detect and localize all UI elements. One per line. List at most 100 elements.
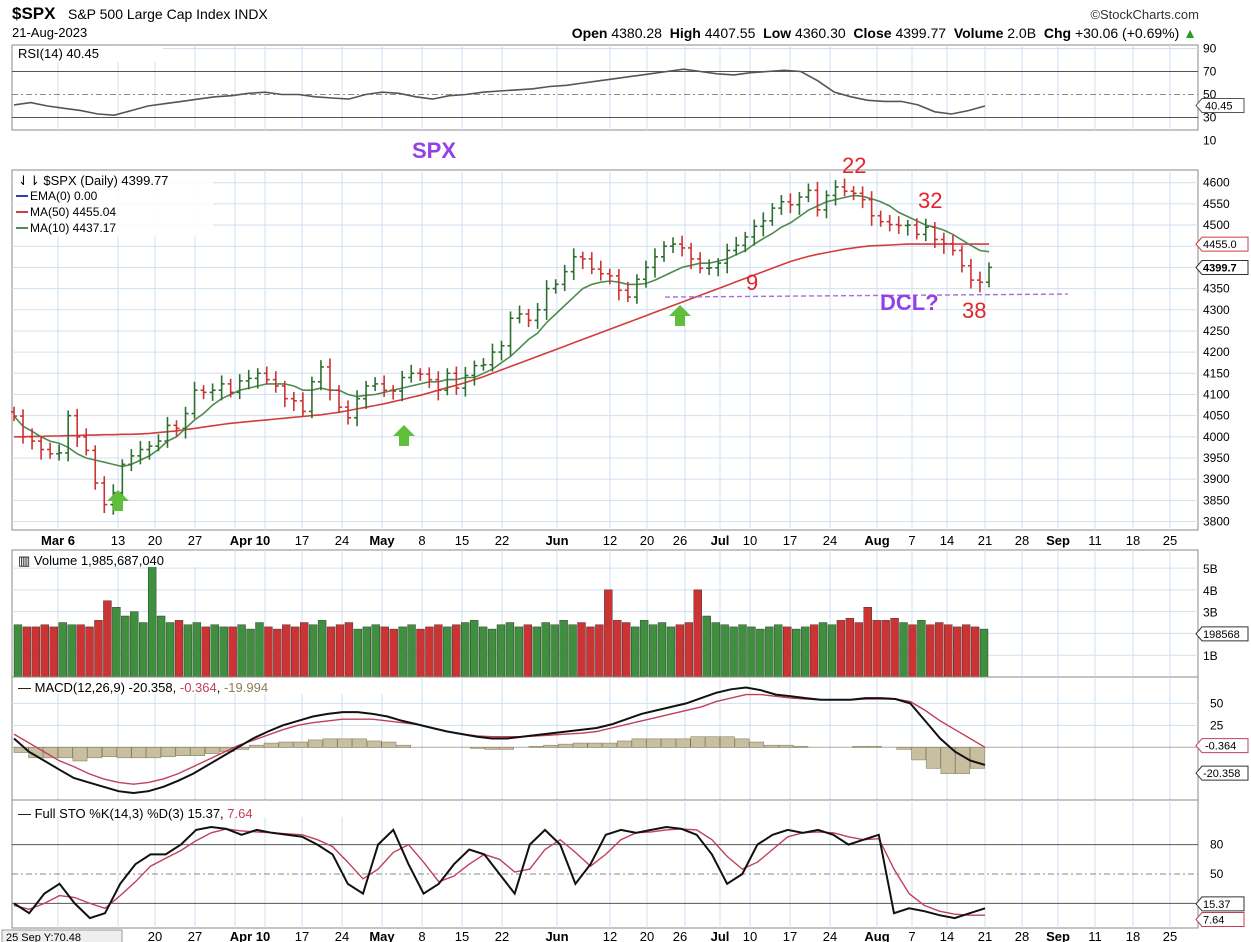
- macd-hist-bar: [528, 745, 544, 748]
- price-bar: [191, 381, 198, 419]
- price-bar: [29, 428, 36, 450]
- volume-bar: [765, 626, 774, 678]
- volume-bar: [917, 620, 926, 678]
- ma50-last-tag: [1195, 236, 1249, 252]
- bottom-x-tick-label: 8: [418, 929, 425, 942]
- volume-y-tick-label: 3B: [1203, 606, 1218, 620]
- price-y-tick-label: 4500: [1203, 218, 1230, 232]
- price-bar: [200, 385, 207, 400]
- volume-bar: [31, 626, 41, 678]
- volume-bar: [729, 626, 738, 678]
- sto-panel-frame: [11, 799, 1199, 929]
- macd-hist-bar: [631, 738, 647, 748]
- macd-hist-bar: [896, 747, 912, 750]
- x-tick-label: Jul: [711, 533, 730, 548]
- volume-bar: [147, 563, 157, 678]
- price-bar: [597, 260, 604, 281]
- macd-hist-bar: [307, 739, 323, 748]
- price-bar: [453, 366, 460, 395]
- volume-bar: [40, 624, 49, 678]
- rsi-title: RSI(14) 40.45: [18, 46, 99, 61]
- price-bar: [47, 442, 54, 459]
- volume-bar: [657, 622, 667, 678]
- volume-bar: [308, 624, 318, 678]
- bottom-x-tick-label: 28: [1015, 929, 1029, 942]
- volume-bar: [666, 626, 676, 678]
- price-bar: [940, 232, 947, 254]
- x-tick-label: 7: [908, 533, 915, 548]
- brand-label[interactable]: ©StockCharts.com: [1090, 7, 1199, 22]
- volume-bar: [684, 622, 694, 678]
- price-bar: [74, 408, 81, 447]
- x-tick-label: 26: [673, 533, 687, 548]
- price-bar: [913, 218, 920, 240]
- volume-bar: [693, 589, 702, 678]
- price-bar: [209, 383, 216, 401]
- price-bar: [471, 360, 478, 386]
- volume-bar: [747, 626, 756, 678]
- volume-bar: [121, 615, 130, 678]
- volume-y-tick-label: 1B: [1203, 649, 1218, 663]
- volume-bar: [532, 626, 541, 678]
- price-bar: [651, 248, 658, 278]
- price-bar: [480, 358, 487, 371]
- macd-hist-bar: [366, 740, 382, 748]
- price-bar: [606, 268, 613, 285]
- hover-readout-label: 25 Sep Y:70.48: [6, 932, 81, 942]
- macd-hist-bar: [175, 747, 191, 756]
- price-bar: [552, 279, 559, 294]
- x-tick-label: 28: [1015, 533, 1029, 548]
- bottom-x-tick-label: 24: [823, 929, 837, 942]
- volume-title-bg: [13, 551, 233, 567]
- macd-hist-bar: [543, 744, 559, 748]
- sto-title: — Full STO %K(14,3) %D(3) 15.37, 7.64: [18, 806, 253, 821]
- symbol-name: S&P 500 Large Cap Index INDX: [68, 6, 268, 22]
- rsi-y-tick-label: 90: [1203, 42, 1217, 56]
- bottom-x-tick-label: 20: [640, 929, 654, 942]
- volume-last-tag: [1195, 626, 1249, 642]
- macd-hist-bar: [160, 747, 176, 758]
- bottom-x-tick-label: 15: [455, 929, 469, 942]
- price-bar: [381, 375, 388, 398]
- bottom-x-tick-label: 18: [1126, 929, 1140, 942]
- price-y-tick-label: 4100: [1203, 387, 1230, 401]
- volume-bar: [461, 622, 470, 678]
- macd-hist-bar: [381, 741, 397, 748]
- volume-bar: [85, 626, 94, 678]
- macd-hist-bar: [322, 738, 338, 748]
- volume-bar: [622, 622, 631, 678]
- rsi-y-tick-label: 30: [1203, 111, 1217, 125]
- price-bar: [877, 210, 884, 227]
- macd-hist-bar: [705, 736, 720, 748]
- price-y-tick-label: 4250: [1203, 324, 1230, 338]
- volume-bar: [425, 626, 434, 678]
- volume-bar: [809, 624, 819, 678]
- price-bar: [967, 258, 974, 289]
- volume-bar: [792, 628, 801, 678]
- price-bar: [742, 231, 749, 253]
- price-bar: [724, 243, 731, 274]
- sto-title-bg: [13, 801, 343, 817]
- macd-hist-bar: [690, 736, 706, 748]
- rsi-line: [13, 68, 986, 117]
- price-bar: [218, 375, 225, 401]
- volume-bar: [380, 626, 389, 678]
- rsi-y-tick-label: 70: [1203, 65, 1217, 79]
- volume-bar: [505, 622, 515, 678]
- volume-bar: [371, 624, 380, 678]
- price-bar: [796, 192, 803, 215]
- volume-y-tick-label: 4B: [1203, 584, 1218, 598]
- volume-bar: [443, 626, 452, 678]
- volume-bar: [818, 622, 828, 678]
- volume-bar: [774, 624, 783, 678]
- price-bar: [417, 368, 424, 381]
- price-bar: [778, 194, 785, 215]
- volume-bar: [58, 622, 67, 678]
- rsi-last-value-tag: [1195, 97, 1245, 113]
- bottom-x-tick-label: Sep: [1046, 929, 1070, 942]
- x-tick-label: Jun: [545, 533, 568, 548]
- price-bar: [715, 258, 722, 277]
- volume-bar: [362, 626, 371, 678]
- volume-bar: [541, 622, 550, 678]
